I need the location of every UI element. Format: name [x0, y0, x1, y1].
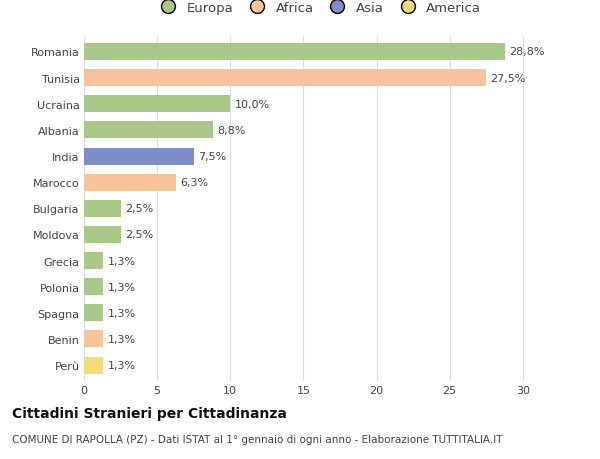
Bar [84, 148, 194, 165]
Text: 1,3%: 1,3% [107, 308, 136, 318]
Text: 1,3%: 1,3% [107, 282, 136, 292]
Text: 10,0%: 10,0% [235, 100, 270, 110]
Bar [84, 279, 103, 296]
Text: 28,8%: 28,8% [509, 47, 545, 57]
Text: COMUNE DI RAPOLLA (PZ) - Dati ISTAT al 1° gennaio di ogni anno - Elaborazione TU: COMUNE DI RAPOLLA (PZ) - Dati ISTAT al 1… [12, 434, 503, 444]
Bar [84, 44, 505, 61]
Text: 8,8%: 8,8% [217, 126, 245, 135]
Text: 7,5%: 7,5% [198, 151, 226, 162]
Bar [84, 357, 103, 374]
Text: 1,3%: 1,3% [107, 360, 136, 370]
Legend: Europa, Africa, Asia, America: Europa, Africa, Asia, America [155, 2, 481, 15]
Text: 27,5%: 27,5% [491, 73, 526, 84]
Bar [84, 226, 121, 243]
Bar [84, 174, 176, 191]
Text: 6,3%: 6,3% [181, 178, 209, 188]
Text: 2,5%: 2,5% [125, 204, 153, 214]
Bar [84, 201, 121, 217]
Text: 1,3%: 1,3% [107, 334, 136, 344]
Text: 2,5%: 2,5% [125, 230, 153, 240]
Bar [84, 96, 230, 113]
Text: 1,3%: 1,3% [107, 256, 136, 266]
Bar [84, 122, 213, 139]
Bar [84, 331, 103, 348]
Text: Cittadini Stranieri per Cittadinanza: Cittadini Stranieri per Cittadinanza [12, 406, 287, 420]
Bar [84, 70, 486, 87]
Bar [84, 305, 103, 322]
Bar [84, 252, 103, 269]
